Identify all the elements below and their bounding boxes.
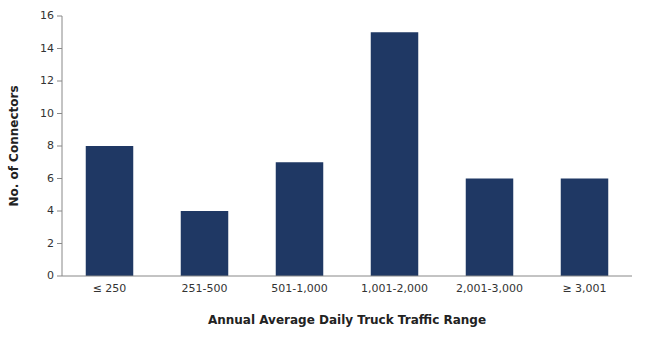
x-tick-label: 501-1,000 <box>271 282 327 295</box>
y-tick <box>57 81 62 82</box>
x-tick-label: 251-500 <box>182 282 228 295</box>
chart-svg: 0 2 4 6 8 10 12 14 16 ≤ 250 251-500 501-1,000 1,001-… <box>0 0 650 338</box>
y-axis-line <box>62 16 63 276</box>
y-tick-label: 0 <box>47 269 54 282</box>
x-axis-line <box>62 276 632 277</box>
y-tick <box>57 276 62 277</box>
y-axis: 0 2 4 6 8 10 12 14 16 <box>40 9 62 282</box>
x-axis: ≤ 250 251-500 501-1,000 1,001-2,000 2,001-3,… <box>62 16 632 295</box>
y-tick-label: 16 <box>40 9 54 22</box>
y-tick <box>57 146 62 147</box>
bar <box>371 32 419 276</box>
x-axis-label: Annual Average Daily Truck Traffic Range <box>208 313 486 327</box>
bars <box>86 32 609 276</box>
y-tick-label: 4 <box>47 204 54 217</box>
y-tick-label: 14 <box>40 42 54 55</box>
y-tick <box>57 48 62 49</box>
y-tick-label: 2 <box>47 237 54 250</box>
bar <box>86 146 134 276</box>
y-tick <box>57 211 62 212</box>
bar <box>466 179 514 277</box>
y-tick-label: 8 <box>47 139 54 152</box>
y-tick <box>57 178 62 179</box>
x-tick-label: 1,001-2,000 <box>361 282 428 295</box>
x-tick-label: ≥ 3,001 <box>562 282 606 295</box>
y-tick <box>57 16 62 17</box>
y-tick-label: 10 <box>40 107 54 120</box>
x-tick-label: 2,001-3,000 <box>456 282 523 295</box>
bar <box>276 162 324 276</box>
y-axis-label: No. of Connectors <box>7 85 21 206</box>
chart-container: 0 2 4 6 8 10 12 14 16 ≤ 250 251-500 501-1,000 1,001-… <box>0 0 650 338</box>
bar <box>561 179 609 277</box>
bar <box>181 211 229 276</box>
x-tick-label: ≤ 250 <box>93 282 127 295</box>
y-tick-label: 6 <box>47 172 54 185</box>
y-tick-label: 12 <box>40 74 54 87</box>
y-tick <box>57 243 62 244</box>
y-tick <box>57 113 62 114</box>
